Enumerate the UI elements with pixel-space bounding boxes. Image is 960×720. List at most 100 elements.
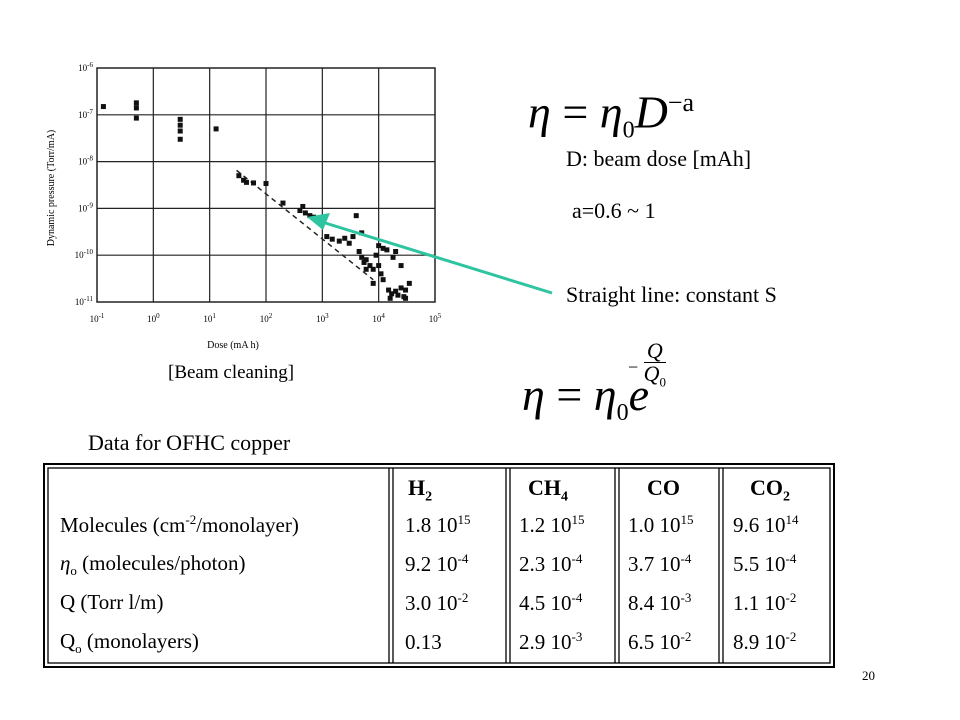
row-label-eta-sub: o	[70, 563, 77, 579]
row-label-molecules-post: /monolayer)	[196, 513, 299, 537]
data-point	[378, 271, 384, 277]
cell-exponent: -4	[680, 551, 692, 566]
cell-mantissa: 1.2 10	[519, 513, 572, 537]
eq1-sup: −a	[667, 88, 695, 117]
data-point	[370, 266, 376, 272]
cell-exponent: 15	[680, 512, 694, 527]
cell-mantissa: 8.4 10	[628, 591, 681, 615]
straight-line-text: Straight line: constant S	[566, 282, 777, 307]
data-point	[263, 181, 269, 187]
data-point	[403, 287, 409, 293]
data-point	[177, 116, 183, 122]
cell-eta-co2: 5.5 10-4	[733, 551, 796, 577]
cell-molecules-ch4: 1.2 1015	[519, 512, 585, 538]
header-ch4-base: CH	[528, 475, 561, 500]
header-co2-sub: 2	[783, 489, 790, 505]
cell-exponent: -2	[457, 590, 469, 605]
data-point	[133, 115, 139, 121]
data-point	[393, 248, 399, 254]
beam-dose-text: D: beam dose [mAh]	[566, 146, 752, 171]
data-point	[406, 280, 412, 286]
cell-exponent: -4	[457, 551, 469, 566]
header-ch4: CH4	[528, 475, 568, 505]
eq1-eta: η	[599, 86, 623, 138]
x-tick-label: 102	[260, 312, 273, 324]
data-point	[390, 254, 396, 260]
data-point	[380, 277, 386, 283]
data-point	[243, 179, 249, 185]
y-tick-label: 10-6	[78, 61, 93, 73]
data-point	[236, 173, 242, 179]
data-point	[251, 180, 257, 186]
data-point	[395, 292, 401, 298]
cell-exponent: -4	[785, 551, 797, 566]
data-point	[353, 213, 359, 219]
header-co: CO	[647, 475, 680, 505]
cell-molecules-h2: 1.8 1015	[405, 512, 471, 538]
cell-molecules-co: 1.0 1015	[628, 512, 694, 538]
row-label-q0-post: (monolayers)	[81, 629, 199, 653]
cell-eta-co: 3.7 10-4	[628, 551, 691, 577]
cell-exponent: 14	[785, 512, 799, 527]
cell-mantissa: 2.9 10	[519, 630, 572, 654]
x-tick-label: 104	[372, 312, 385, 324]
data-point	[297, 208, 303, 214]
row-label-molecules-sup: -2	[185, 512, 197, 527]
data-point	[133, 105, 139, 111]
fit-line	[236, 169, 374, 281]
cell-exponent: -4	[571, 590, 583, 605]
row-label-q: Q (Torr l/m)	[60, 590, 164, 615]
cell-q-h2: 3.0 10-2	[405, 590, 468, 616]
data-point	[398, 285, 404, 291]
data-point	[363, 266, 369, 272]
x-tick-label: 105	[429, 312, 442, 324]
eq2-var: e	[628, 369, 650, 420]
page-number: 20	[862, 668, 875, 683]
data-point	[376, 243, 382, 249]
y-tick-label: 10-7	[78, 108, 93, 120]
data-point	[359, 230, 365, 236]
data-point	[100, 104, 106, 110]
cell-exponent: -2	[680, 629, 692, 644]
cell-q-co2: 1.1 10-2	[733, 590, 796, 616]
eq2-exp-num: Q	[643, 340, 667, 363]
cell-exponent: 15	[457, 512, 471, 527]
cell-q0-h2: 0.13	[405, 629, 442, 655]
cell-exponent: -2	[785, 629, 797, 644]
cell-mantissa: 9.6 10	[733, 513, 786, 537]
row-label-eta-post: (molecules/photon)	[76, 551, 246, 575]
eq2-exp-den-wrap: Q0	[644, 363, 666, 393]
x-tick-label: 10-1	[90, 312, 105, 324]
data-point	[350, 234, 356, 240]
data-point	[329, 236, 335, 242]
eq1-equals: =	[562, 86, 589, 138]
data-point	[241, 177, 247, 183]
header-co2: CO2	[750, 475, 790, 505]
beam-cleaning-caption: [Beam cleaning]	[168, 362, 295, 383]
data-title: Data for OFHC copper	[88, 430, 291, 455]
data-point	[403, 295, 409, 301]
data-point	[280, 200, 286, 206]
row-label-q0-sym: Q	[60, 629, 76, 653]
data-point	[300, 203, 306, 209]
y-tick-label: 10-10	[75, 248, 94, 260]
row-label-q0: Qo (monolayers)	[60, 629, 199, 657]
cell-mantissa: 3.0 10	[405, 591, 458, 615]
cell-mantissa: 5.5 10	[733, 552, 786, 576]
cell-exponent: -3	[680, 590, 692, 605]
cell-q0-ch4: 2.9 10-3	[519, 629, 582, 655]
data-point	[213, 126, 219, 132]
table-borders	[43, 463, 835, 668]
data-points	[100, 100, 412, 301]
eq2-exponent: − Q Q0	[628, 340, 667, 393]
exponent-range-text: a=0.6 ~ 1	[572, 198, 656, 223]
header-co2-base: CO	[750, 475, 783, 500]
eq1-lhs: η	[528, 86, 551, 138]
eq2-exp-den: Q	[643, 361, 660, 386]
eq2-equals: =	[556, 369, 583, 420]
cell-molecules-co2: 9.6 1014	[733, 512, 799, 538]
x-tick-label: 103	[316, 312, 329, 324]
data-point	[177, 136, 183, 142]
eq2-fraction: Q Q0	[643, 340, 667, 393]
y-axis-label: Dynamic pressure (Torr/mA)	[46, 130, 57, 246]
